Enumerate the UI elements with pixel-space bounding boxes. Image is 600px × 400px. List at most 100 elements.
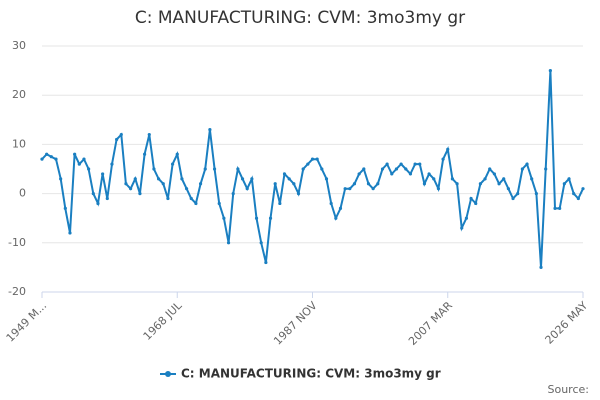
point bbox=[464, 216, 469, 220]
point bbox=[483, 177, 487, 181]
point bbox=[170, 162, 175, 166]
point bbox=[138, 192, 142, 196]
y-tick-label: 20 bbox=[12, 88, 26, 101]
point bbox=[343, 187, 347, 191]
point bbox=[385, 162, 389, 166]
point bbox=[129, 187, 133, 191]
point bbox=[49, 155, 53, 159]
point bbox=[189, 196, 193, 201]
point bbox=[259, 241, 263, 245]
point bbox=[469, 196, 473, 201]
point bbox=[45, 152, 49, 156]
point bbox=[254, 216, 259, 220]
point bbox=[310, 157, 315, 161]
point bbox=[217, 201, 221, 206]
point bbox=[432, 177, 436, 181]
point bbox=[390, 172, 394, 176]
point bbox=[287, 177, 291, 181]
point bbox=[184, 187, 189, 191]
point bbox=[152, 167, 156, 171]
point bbox=[530, 177, 534, 181]
point bbox=[63, 206, 67, 210]
point bbox=[516, 192, 520, 196]
point bbox=[502, 177, 506, 181]
point bbox=[306, 162, 310, 166]
point bbox=[324, 177, 329, 181]
point bbox=[520, 167, 524, 171]
point bbox=[492, 172, 496, 176]
point bbox=[366, 182, 371, 186]
point bbox=[380, 167, 385, 171]
y-tick-label: -20 bbox=[8, 285, 26, 298]
point bbox=[194, 201, 198, 206]
point bbox=[161, 182, 165, 186]
point bbox=[175, 152, 179, 156]
point bbox=[534, 192, 538, 196]
point bbox=[352, 182, 357, 186]
point bbox=[147, 132, 151, 137]
source: Source: bbox=[548, 383, 590, 396]
point bbox=[101, 172, 105, 176]
point bbox=[497, 182, 501, 186]
point bbox=[525, 162, 529, 166]
point bbox=[334, 216, 338, 220]
point bbox=[240, 177, 245, 181]
y-tick-label: 30 bbox=[12, 39, 26, 52]
point bbox=[180, 177, 184, 181]
legend-marker bbox=[165, 371, 171, 377]
point bbox=[301, 167, 305, 171]
point bbox=[82, 157, 86, 161]
point bbox=[273, 182, 277, 186]
point bbox=[264, 260, 268, 265]
point bbox=[418, 162, 422, 166]
point bbox=[40, 157, 44, 161]
point bbox=[576, 196, 580, 201]
y-tick-label: -10 bbox=[8, 236, 26, 249]
point bbox=[68, 231, 72, 235]
point bbox=[268, 216, 273, 220]
point bbox=[133, 177, 137, 181]
point bbox=[226, 241, 231, 245]
point bbox=[404, 167, 408, 171]
point bbox=[413, 162, 417, 166]
point bbox=[245, 187, 249, 191]
x-tick-label: 1949 M... bbox=[4, 299, 50, 345]
point bbox=[156, 177, 161, 181]
point bbox=[544, 167, 548, 171]
point bbox=[282, 172, 287, 176]
point bbox=[562, 182, 566, 186]
point bbox=[329, 201, 333, 206]
point bbox=[166, 196, 170, 201]
legend-label: C: MANUFACTURING: CVM: 3mo3my gr bbox=[181, 367, 441, 381]
point bbox=[73, 152, 77, 156]
point bbox=[376, 182, 380, 186]
point bbox=[394, 167, 399, 171]
point bbox=[427, 172, 431, 176]
point bbox=[54, 157, 58, 161]
point bbox=[408, 172, 413, 176]
point bbox=[488, 167, 492, 171]
series-line bbox=[41, 70, 584, 268]
point bbox=[222, 216, 226, 220]
point bbox=[357, 172, 361, 176]
point bbox=[478, 182, 482, 186]
point bbox=[441, 157, 445, 161]
point bbox=[87, 167, 91, 171]
x-tick-label: 2007 MAR bbox=[406, 299, 455, 348]
point bbox=[77, 162, 81, 166]
point bbox=[548, 69, 552, 73]
point bbox=[198, 182, 203, 186]
point bbox=[320, 167, 324, 171]
point bbox=[348, 187, 352, 191]
point bbox=[208, 128, 212, 132]
point bbox=[96, 201, 100, 206]
point bbox=[371, 187, 375, 191]
point bbox=[338, 206, 343, 210]
point bbox=[553, 206, 557, 210]
point bbox=[292, 182, 296, 186]
point bbox=[124, 182, 128, 186]
point bbox=[91, 192, 95, 196]
point bbox=[105, 196, 109, 201]
point bbox=[236, 167, 240, 171]
